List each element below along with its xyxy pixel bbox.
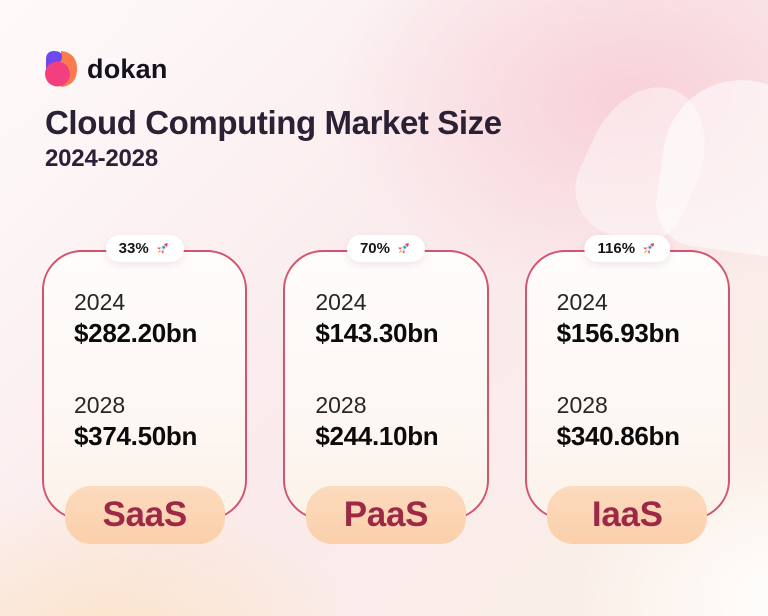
brand-logo: dokan [45,50,502,88]
year-group-a: 2024 $282.20bn [74,288,219,349]
header: dokan Cloud Computing Market Size 2024-2… [45,50,502,173]
year-group-a: 2024 $156.93bn [557,288,702,349]
year-label: 2028 [74,392,126,419]
year-value: $143.30bn [315,317,439,348]
year-label: 2024 [315,289,367,315]
cards-row: 33% 2024 $282.20bn 2028 [42,235,730,544]
rocket-icon [643,243,654,254]
category-pill-paas: PaaS [305,486,466,544]
year-value: $156.93bn [556,317,680,348]
page-subtitle: 2024-2028 [45,144,158,172]
year-value: $340.86bn [556,421,680,451]
year-value: $374.50bn [74,421,198,451]
card-iaas: 116% 2024 $156.93bn 2028 [524,235,730,544]
year-group-a: 2024 $143.30bn [315,288,460,349]
growth-badge: 116% [584,235,671,262]
year-label: 2024 [556,289,608,315]
rocket-icon [398,243,409,254]
year-group-b: 2028 $340.86bn [557,391,702,452]
dokan-logo-icon [45,51,77,87]
growth-value: 33% [118,240,149,257]
year-label: 2028 [556,392,608,419]
growth-value: 116% [597,240,636,257]
year-value: $244.10bn [315,421,439,451]
year-value: $282.20bn [74,317,198,348]
rocket-icon [156,243,168,254]
year-group-b: 2028 $244.10bn [315,391,460,452]
category-pill-iaas: IaaS [547,486,708,544]
year-label: 2028 [315,392,367,419]
growth-badge: 70% [346,235,425,262]
card-saas: 33% 2024 $282.20bn 2028 [42,235,248,544]
category-pill-saas: SaaS [64,486,225,544]
year-group-b: 2028 $374.50bn [74,391,219,452]
growth-value: 70% [359,240,390,257]
page-title: Cloud Computing Market Size [45,104,502,141]
brand-logo-text: dokan [87,53,168,84]
card-paas: 70% 2024 $143.30bn 2028 [283,235,489,544]
year-label: 2024 [74,289,126,315]
growth-badge: 33% [105,235,184,262]
